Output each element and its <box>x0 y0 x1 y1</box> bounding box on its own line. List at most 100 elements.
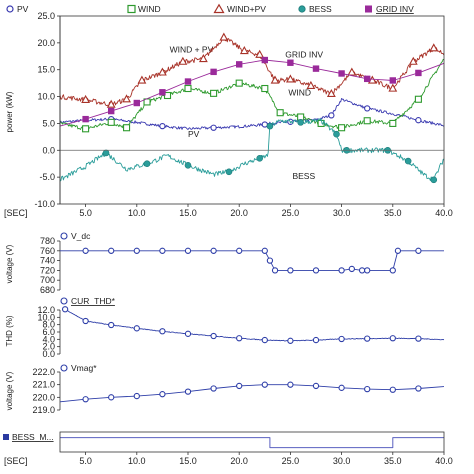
x-tick-label: 30.0 <box>333 456 351 466</box>
y-tick-label: 6.0 <box>42 327 55 337</box>
data-point-vmag <box>261 381 268 388</box>
data-point-v-dc <box>415 247 422 254</box>
legend-windpv-marker <box>213 3 225 14</box>
data-point-vmag <box>184 388 192 395</box>
data-point-pv <box>159 122 166 130</box>
data-point-wind <box>235 79 243 87</box>
x-tick-label: 40.0 <box>435 208 453 218</box>
data-point-vmag <box>108 394 115 401</box>
data-point-grid-inv <box>364 75 371 83</box>
x-tick-label: 5.0 <box>79 456 92 466</box>
data-point-wind <box>389 119 397 127</box>
data-point-vmag <box>415 385 422 392</box>
y-tick-label: -10.0 <box>34 199 55 209</box>
bessm-panel: BESS_M... [SEC] 5.0 10.0 15.0 20.0 25.0 30.0 3… <box>3 431 453 466</box>
data-point-cur-thd <box>415 335 422 342</box>
data-point-grid-inv <box>133 99 140 107</box>
data-point-bess <box>184 162 192 169</box>
legend-wind-label: WIND <box>138 4 161 14</box>
data-point-v-dc <box>389 267 396 274</box>
legend-pv-label: PV <box>17 4 29 14</box>
data-point-wind-pv <box>306 80 316 89</box>
x-tick-label: 5.0 <box>79 208 92 218</box>
y-tick-label: 10.0 <box>37 92 55 102</box>
data-point-vmag <box>82 396 89 403</box>
data-point-wind-pv <box>198 54 208 63</box>
y-tick-label: 219.0 <box>32 405 55 415</box>
data-point-grid-inv <box>338 70 345 77</box>
data-point-pv <box>261 121 268 128</box>
x-tick-label: 15.0 <box>179 208 197 218</box>
data-point-cur-thd <box>108 321 115 329</box>
x-tick-label: 40.0 <box>435 456 453 466</box>
data-point-grid-inv <box>415 69 422 77</box>
y-tick-label: 222.0 <box>32 367 55 377</box>
vdc-title: V_dc <box>71 231 91 241</box>
data-point-v-dc <box>358 267 366 274</box>
series-line-vmag <box>59 384 445 403</box>
power-annotations: WIND + PV GRID INV WIND PV BESS <box>170 45 324 181</box>
data-point-cur-thd <box>389 335 396 342</box>
data-point-cur-thd <box>338 335 345 343</box>
data-point-wind <box>210 89 218 97</box>
power-y-ticks: 25.0 20.0 15.0 10.0 5.0 0.0 -5.0 -10.0 <box>34 11 61 209</box>
bessm-plot-frame <box>59 431 445 453</box>
data-point-cur-thd <box>261 336 268 344</box>
data-point-wind-pv <box>122 94 131 103</box>
data-point-v-dc <box>312 267 320 274</box>
y-tick-label: 780 <box>40 236 55 246</box>
data-point-v-dc <box>364 267 371 274</box>
data-point-wind <box>123 124 131 132</box>
series-line-wind-pv <box>59 35 445 107</box>
data-point-v-dc <box>271 267 279 274</box>
data-point-v-dc <box>184 247 192 254</box>
thd-legend-marker <box>60 297 68 305</box>
data-point-vmag <box>364 385 371 393</box>
data-point-pv <box>210 124 217 131</box>
data-point-v-dc <box>82 247 89 254</box>
x-tick-label: 15.0 <box>179 456 197 466</box>
legend-windpv-label: WIND+PV <box>227 4 266 14</box>
y-tick-label: 12.0 <box>37 305 55 315</box>
data-point-cur-thd <box>210 332 217 340</box>
y-tick-label: 220.0 <box>32 392 55 402</box>
data-point-wind <box>163 91 172 100</box>
data-point-bess <box>297 119 304 126</box>
x-tick-label: 10.0 <box>128 456 146 466</box>
data-point-bess <box>102 149 110 157</box>
vdc-y-axis-label: voltage (V) <box>5 244 14 283</box>
vdc-series <box>60 247 444 274</box>
bessm-x-axis-unit: [SEC] <box>4 456 28 466</box>
data-point-wind <box>363 117 371 125</box>
data-point-cur-thd <box>82 317 89 325</box>
vdc-legend-marker <box>60 232 68 240</box>
data-point-grid-inv <box>389 77 396 84</box>
data-point-vmag <box>210 385 217 392</box>
data-point-vmag <box>159 391 166 398</box>
data-point-v-dc <box>266 257 274 264</box>
data-point-cur-thd <box>364 335 371 342</box>
data-point-wind-pv <box>367 75 377 84</box>
x-tick-label: 20.0 <box>230 208 248 218</box>
y-tick-label: -5.0 <box>39 172 55 182</box>
legend-pv-marker <box>6 5 14 13</box>
y-tick-label: 740 <box>40 256 55 266</box>
power-plot-frame <box>59 15 445 205</box>
data-point-v-dc <box>236 247 243 254</box>
thd-y-ticks: 12.010.08.06.04.02.00.0 <box>37 305 61 359</box>
x-tick-label: 35.0 <box>384 208 402 218</box>
annotation-label: BESS <box>292 171 315 181</box>
vmag-panel: Vmag* voltage (V) 222.0 221.0 220.0 219.0 <box>5 363 445 415</box>
data-point-wind <box>107 118 115 126</box>
data-point-wind-pv <box>285 74 295 83</box>
data-point-cur-thd <box>236 335 243 342</box>
vmag-title: Vmag* <box>71 363 97 373</box>
data-point-grid-inv <box>236 61 243 68</box>
data-point-v-dc <box>159 247 166 254</box>
legend-bess-label: BESS <box>309 4 332 14</box>
data-point-wind <box>184 84 192 93</box>
vmag-series <box>59 381 445 403</box>
